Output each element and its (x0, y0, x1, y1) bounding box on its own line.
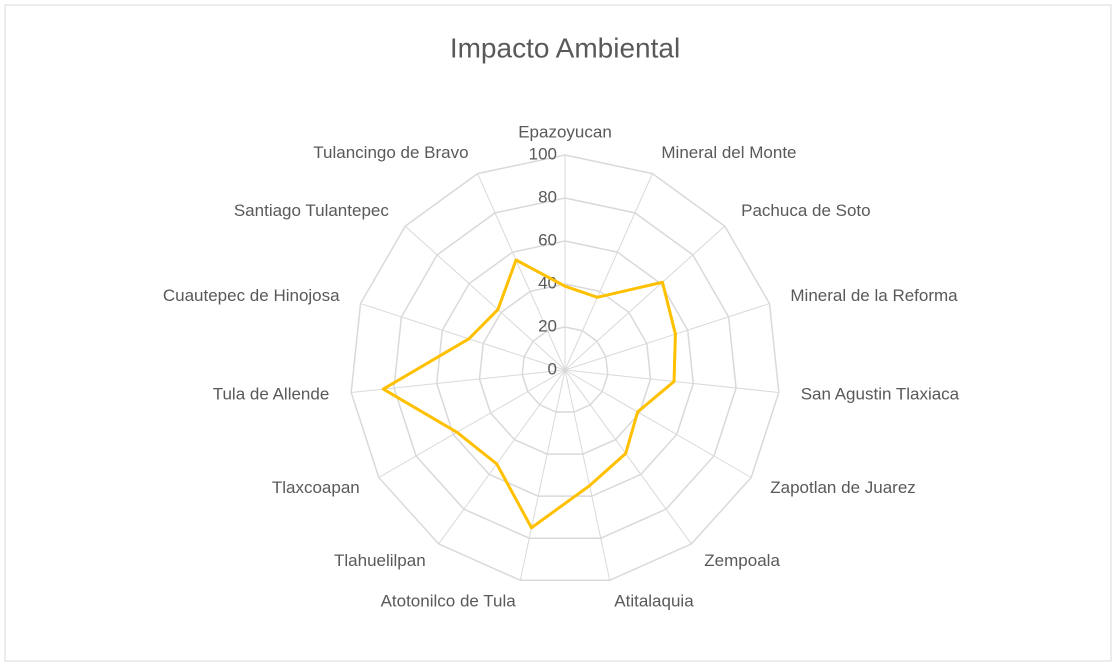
spoke (378, 369, 566, 478)
spoke (564, 369, 611, 581)
spoke (360, 303, 566, 371)
spoke (564, 225, 726, 371)
r-tick-label: 60 (538, 230, 557, 249)
spoke (564, 369, 692, 545)
category-label: Cuautepec de Hinojosa (163, 286, 340, 305)
spoke (564, 173, 653, 371)
category-label: Atotonilco de Tula (381, 591, 517, 610)
grid-ring (393, 197, 737, 539)
category-label: Mineral del Monte (661, 143, 796, 162)
category-label: Atitalaquia (614, 591, 694, 610)
grid-ring (521, 326, 609, 413)
spoke (477, 173, 566, 371)
category-label: Tulancingo de Bravo (313, 143, 468, 162)
spoke (564, 369, 779, 393)
spoke (404, 225, 566, 371)
category-label: Tlaxcoapan (272, 478, 360, 497)
chart-border (4, 4, 1112, 662)
category-label: Santiago Tulantepec (234, 201, 390, 220)
category-label: Epazoyucan (518, 122, 612, 141)
grid-ring (478, 283, 652, 455)
category-label: San Agustin Tlaxiaca (801, 384, 960, 403)
category-label: Zempoala (704, 551, 780, 570)
category-label: Pachuca de Soto (741, 201, 870, 220)
chart-title: Impacto Ambiental (450, 32, 680, 63)
category-label: Zapotlan de Juarez (770, 478, 916, 497)
r-tick-label: 20 (538, 316, 557, 335)
r-tick-label: 80 (538, 187, 557, 206)
spoke (519, 369, 566, 581)
r-tick-label: 0 (548, 359, 557, 378)
spoke (438, 369, 566, 545)
r-tick-label: 100 (529, 144, 557, 163)
category-label: Tlahuelilpan (334, 551, 426, 570)
category-label: Tula de Allende (213, 384, 330, 403)
category-label: Mineral de la Reforma (790, 286, 958, 305)
spoke (564, 303, 770, 371)
grid-ring (350, 154, 780, 582)
series-line (381, 258, 677, 530)
spoke (564, 369, 752, 478)
grid-ring (435, 240, 695, 497)
